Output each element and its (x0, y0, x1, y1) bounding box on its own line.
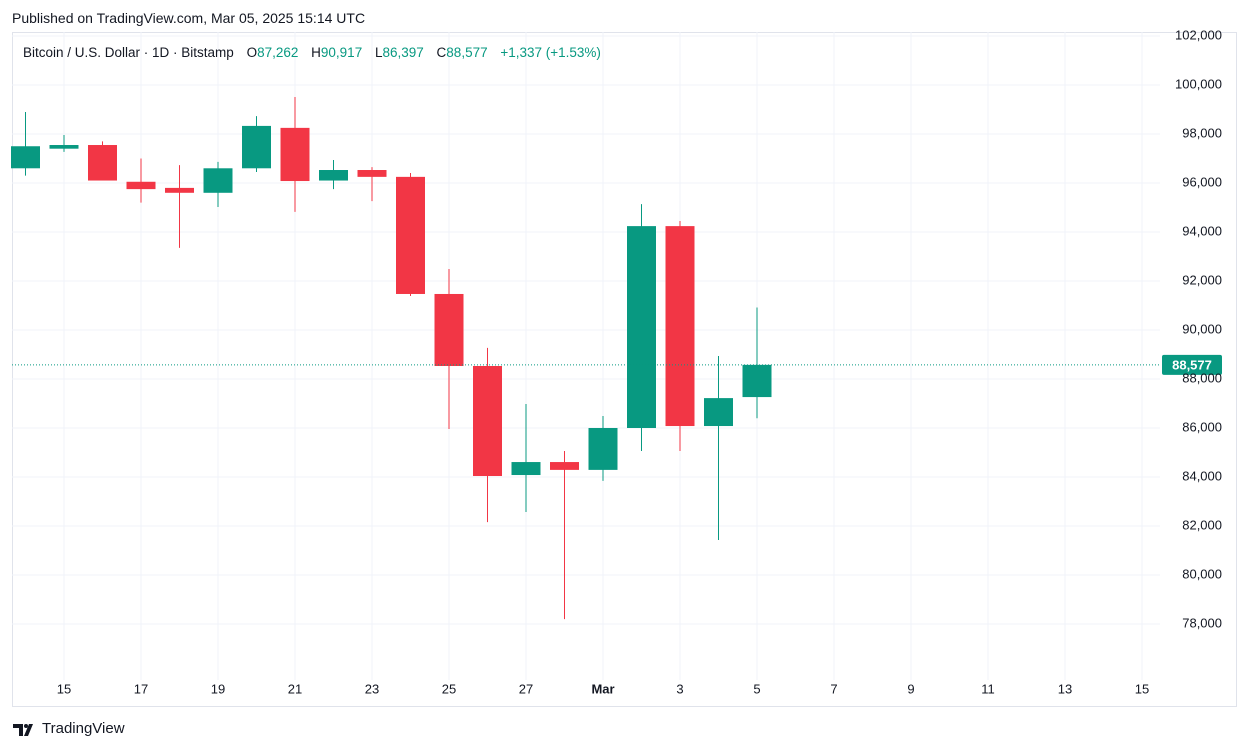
ohlc-value: 90,917 (320, 45, 363, 60)
ohlc-value: 88,577 (446, 45, 488, 60)
candle-body (511, 462, 541, 476)
y-tick-label: 96,000 (1182, 174, 1222, 189)
x-tick-label: 21 (288, 681, 302, 696)
y-tick-label: 90,000 (1182, 321, 1222, 336)
x-tick-label: 13 (1058, 681, 1072, 696)
candle-body (550, 462, 579, 470)
last-price-tag (1162, 354, 1222, 375)
x-tick-label: 11 (981, 681, 995, 696)
candle-body (665, 226, 695, 427)
ohlc-value: 87,262 (257, 45, 299, 60)
x-tick-label: 27 (519, 681, 533, 696)
x-tick-label: 7 (830, 681, 837, 696)
ohlc-value: 86,397 (382, 45, 424, 60)
x-tick-label: 19 (211, 681, 225, 696)
x-tick-label: Mar (591, 681, 614, 696)
brand: TradingView (42, 720, 125, 737)
chart-frame (12, 32, 1237, 707)
ohlc-key: H (311, 45, 321, 60)
candle-body (242, 125, 271, 169)
y-tick-label: 92,000 (1182, 272, 1222, 287)
y-tick-label: 86,000 (1182, 419, 1222, 434)
x-tick-label: 23 (365, 681, 379, 696)
symbol: Bitcoin / U.S. Dollar · 1D · Bitstamp (23, 45, 234, 60)
ohlc-key: C (436, 45, 447, 60)
y-tick-label: 80,000 (1182, 566, 1222, 581)
candle-body (357, 170, 387, 177)
y-tick-label: 98,000 (1182, 125, 1222, 140)
y-tick-label: 100,000 (1175, 76, 1222, 91)
candle-body (434, 293, 464, 367)
candle-body (627, 226, 656, 428)
published-note: Published on TradingView.com, Mar 05, 20… (12, 10, 366, 26)
header: Bitcoin / U.S. Dollar · 1D · Bitstamp O8… (23, 45, 610, 60)
candle-body (704, 398, 733, 427)
x-tick-label: 25 (442, 681, 456, 696)
ohlc-key: O (246, 45, 258, 60)
candle-body (588, 427, 618, 470)
x-tick-label: 3 (676, 681, 683, 696)
x-tick-label: 15 (1135, 681, 1149, 696)
candle-body (396, 176, 425, 294)
x-tick-label: 15 (57, 681, 71, 696)
candle-body (11, 146, 40, 169)
y-tick-label: 102,000 (1175, 27, 1222, 42)
x-tick-label: 17 (134, 681, 148, 696)
candle-body (280, 127, 310, 182)
candle-body (742, 364, 772, 398)
y-tick-label: 84,000 (1182, 468, 1222, 483)
logo (13, 724, 33, 736)
candle-body (203, 168, 233, 193)
x-tick-label: 9 (907, 681, 914, 696)
candle-body (126, 181, 156, 190)
candle-body (165, 187, 194, 193)
y-tick-label: 88,000 (1182, 370, 1222, 385)
y-tick-label: 94,000 (1182, 223, 1222, 238)
y-tick-label: 82,000 (1182, 517, 1222, 532)
y-tick-label: 78,000 (1182, 615, 1222, 630)
last-price-label: 88,577 (1172, 357, 1212, 372)
ohlc-key: L (374, 45, 383, 60)
x-tick-label: 5 (753, 681, 760, 696)
candle-body (473, 366, 502, 477)
change: +1,337 (+1.53%) (500, 45, 601, 60)
candle-body (49, 145, 79, 149)
candle-body (319, 170, 348, 181)
candle-body (88, 145, 117, 181)
